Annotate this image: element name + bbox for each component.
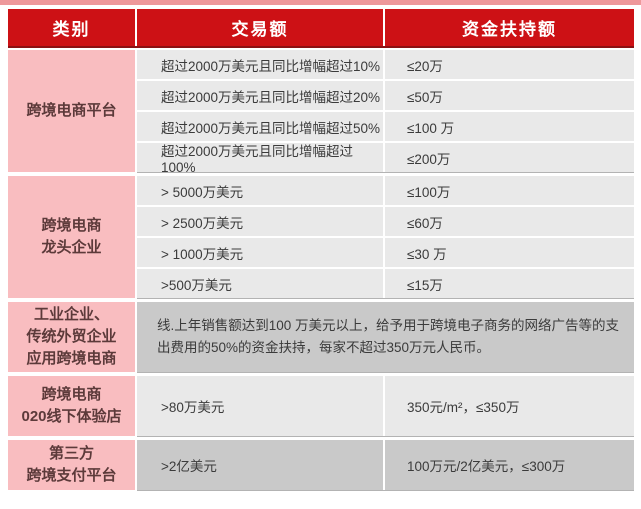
category-label-line: 传统外贸企业	[26, 328, 117, 346]
group-rows: 超过2000万美元且同比增幅超过10% ≤20万 超过2000万美元且同比增幅超…	[137, 50, 634, 175]
transaction-cell: >500万美元	[137, 269, 383, 298]
table-row: > 1000万美元 ≤30 万	[137, 238, 634, 267]
transaction-cell: >80万美元	[137, 376, 383, 436]
category-cell: 工业企业、 传统外贸企业 应用跨境电商	[8, 302, 135, 372]
table-row: 超过2000万美元且同比增幅超过100% ≤200万	[137, 143, 634, 175]
support-cell: ≤15万	[385, 269, 634, 298]
subsidy-table: 类别 交易额 资金扶持额 跨境电商平台 超过2000万美元且同比增幅超过10% …	[8, 9, 634, 494]
header-transaction-amount: 交易额	[137, 9, 383, 46]
group-leading-enterprise: 跨境电商 龙头企业 > 5000万美元 ≤100万 > 2500万美元 ≤60万…	[8, 176, 634, 298]
category-cell: 跨境电商 龙头企业	[8, 176, 135, 298]
group-o2o-store: 跨境电商 020线下体验店 >80万美元 350元/m²，≤350万	[8, 376, 634, 436]
support-cell: ≤100 万	[385, 112, 634, 141]
transaction-cell: > 5000万美元	[137, 176, 383, 205]
group-rows: >80万美元 350元/m²，≤350万	[137, 376, 634, 436]
category-label-line: 第三方	[48, 445, 94, 463]
group-industrial-enterprise: 工业企业、 传统外贸企业 应用跨境电商 线.上年销售额达到100 万美元以上，给…	[8, 302, 634, 372]
table-row: > 5000万美元 ≤100万	[137, 176, 634, 205]
group-rows: >2亿美元 100万元/2亿美元，≤300万	[137, 440, 634, 490]
table-row: >2亿美元 100万元/2亿美元，≤300万	[137, 440, 634, 490]
top-accent-strip	[0, 0, 641, 5]
transaction-cell: > 1000万美元	[137, 238, 383, 267]
header-category: 类别	[8, 9, 135, 46]
category-label: 跨境电商平台	[26, 102, 117, 120]
group-rows: 线.上年销售额达到100 万美元以上，给予用于跨境电子商务的网络广告等的支出费用…	[137, 302, 634, 372]
category-cell: 第三方 跨境支付平台	[8, 440, 135, 490]
transaction-cell: 超过2000万美元且同比增幅超过50%	[137, 112, 383, 141]
category-label-line: 应用跨境电商	[26, 349, 117, 367]
table-row: 超过2000万美元且同比增幅超过50% ≤100 万	[137, 112, 634, 141]
category-label-line: 跨境电商	[41, 217, 102, 235]
group-ecommerce-platform: 跨境电商平台 超过2000万美元且同比增幅超过10% ≤20万 超过2000万美…	[8, 50, 634, 175]
category-label-line: 跨境电商	[41, 386, 102, 404]
table-row: >500万美元 ≤15万	[137, 269, 634, 298]
transaction-cell: > 2500万美元	[137, 207, 383, 236]
transaction-cell: 超过2000万美元且同比增幅超过20%	[137, 81, 383, 110]
transaction-cell: >2亿美元	[137, 440, 383, 490]
group-rows: > 5000万美元 ≤100万 > 2500万美元 ≤60万 > 1000万美元…	[137, 176, 634, 298]
category-cell: 跨境电商 020线下体验店	[8, 376, 135, 436]
table-row: 超过2000万美元且同比增幅超过20% ≤50万	[137, 81, 634, 110]
table-row: > 2500万美元 ≤60万	[137, 207, 634, 236]
category-label-line: 020线下体验店	[21, 408, 122, 425]
table-header-row: 类别 交易额 资金扶持额	[8, 9, 634, 46]
category-cell: 跨境电商平台	[8, 50, 135, 172]
table-row: 超过2000万美元且同比增幅超过10% ≤20万	[137, 50, 634, 79]
support-cell: 350元/m²，≤350万	[385, 376, 634, 436]
support-cell: 100万元/2亿美元，≤300万	[385, 440, 634, 490]
transaction-cell: 超过2000万美元且同比增幅超过10%	[137, 50, 383, 79]
support-cell: ≤50万	[385, 81, 634, 110]
support-cell: ≤60万	[385, 207, 634, 236]
table-row: >80万美元 350元/m²，≤350万	[137, 376, 634, 436]
category-label-line: 工业企业、	[33, 306, 109, 324]
group-payment-platform: 第三方 跨境支付平台 >2亿美元 100万元/2亿美元，≤300万	[8, 440, 634, 490]
header-funding-support: 资金扶持额	[385, 9, 634, 46]
support-cell: ≤200万	[385, 143, 634, 172]
support-cell: ≤100万	[385, 176, 634, 205]
support-cell: ≤20万	[385, 50, 634, 79]
category-label-line: 跨境支付平台	[26, 467, 117, 484]
category-label-line: 龙头企业	[41, 239, 102, 256]
support-cell: ≤30 万	[385, 238, 634, 267]
transaction-cell: 超过2000万美元且同比增幅超过100%	[137, 143, 383, 175]
policy-note-cell: 线.上年销售额达到100 万美元以上，给予用于跨境电子商务的网络广告等的支出费用…	[137, 302, 634, 372]
